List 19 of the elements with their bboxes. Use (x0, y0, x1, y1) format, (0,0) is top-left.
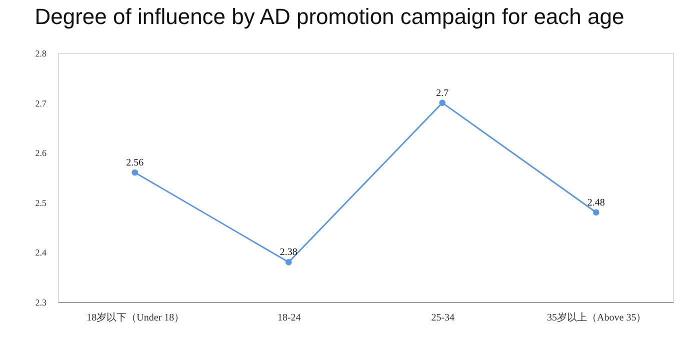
data-label: 2.38 (280, 247, 298, 258)
x-tick-label: 35岁以上（Above 35） (547, 312, 646, 324)
x-tick-label: 25-34 (431, 312, 455, 324)
x-tick-label: 18岁以下（Under 18） (86, 312, 184, 324)
y-tick-label: 2.4 (35, 248, 47, 258)
data-label: 2.56 (126, 158, 144, 169)
data-label: 2.48 (587, 197, 605, 208)
y-tick-label: 2.8 (35, 48, 47, 58)
x-tick-label: 18-24 (277, 312, 301, 324)
chart-title: Degree of influence by AD promotion campaign for each age (34, 4, 624, 29)
y-tick-label: 2.3 (35, 298, 47, 308)
y-tick-label: 2.6 (35, 148, 47, 158)
point (439, 100, 446, 106)
point (285, 259, 292, 266)
data-label: 2.7 (436, 88, 449, 99)
point (132, 169, 138, 176)
y-tick-label: 2.7 (35, 98, 47, 108)
point (592, 209, 600, 216)
y-tick-label: 2.5 (35, 198, 47, 208)
